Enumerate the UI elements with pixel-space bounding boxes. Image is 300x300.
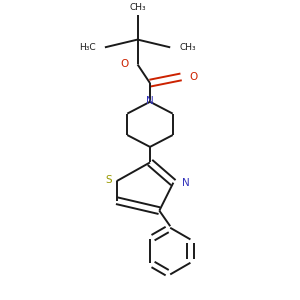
Text: CH₃: CH₃ (180, 43, 196, 52)
Text: S: S (106, 175, 112, 184)
Text: N: N (146, 95, 154, 106)
Text: O: O (190, 72, 198, 82)
Text: O: O (120, 59, 128, 70)
Text: CH₃: CH₃ (129, 3, 146, 12)
Text: N: N (182, 178, 190, 188)
Text: H₃C: H₃C (79, 43, 96, 52)
